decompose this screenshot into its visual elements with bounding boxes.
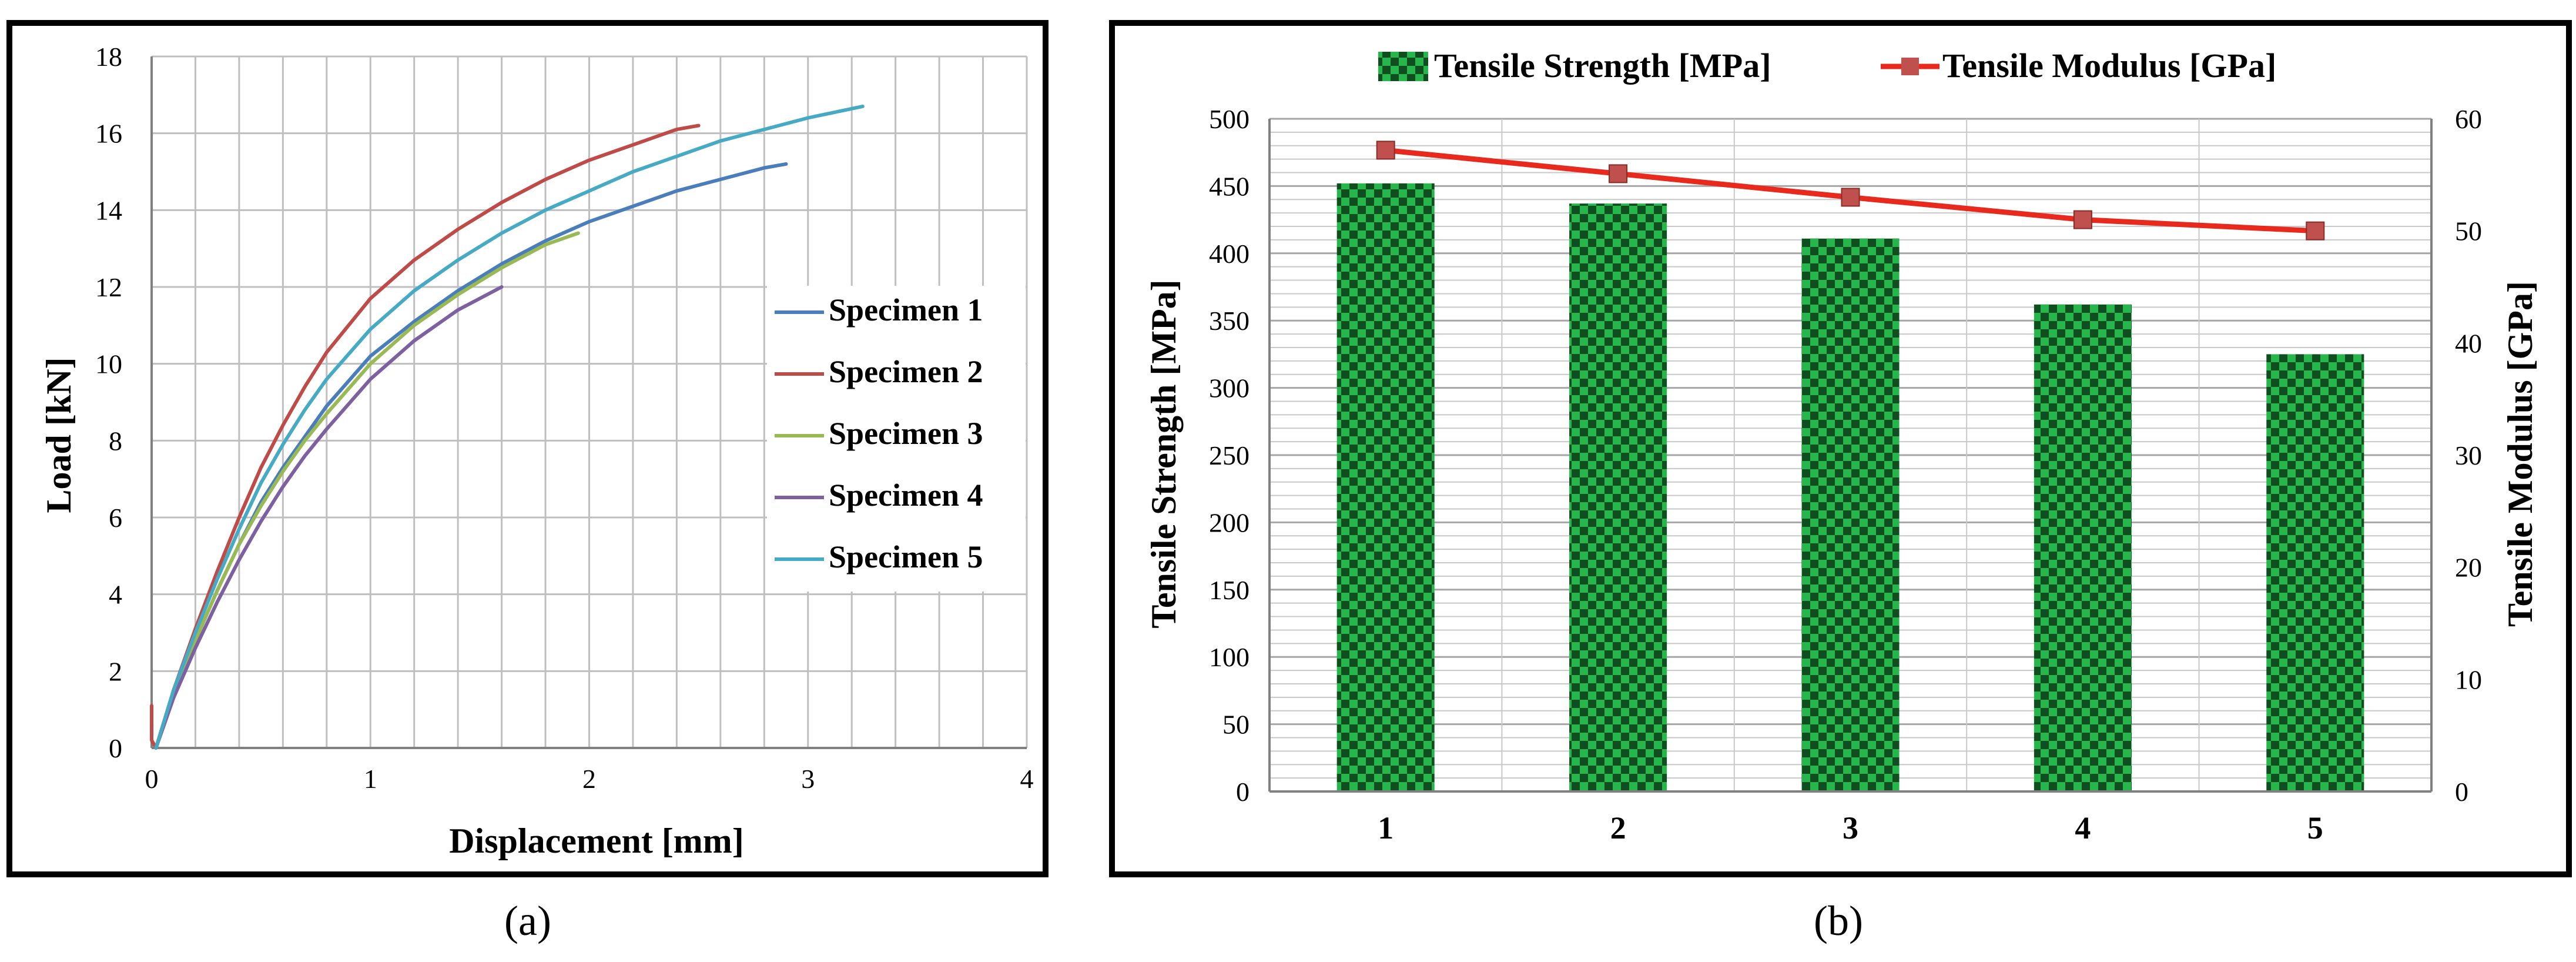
specimen-3-line (154, 231, 580, 750)
modulus-marker-4 (2073, 210, 2092, 229)
y-tick-label: 400 (1209, 239, 1250, 269)
y-tick-label: 0 (109, 733, 122, 763)
y-tick-label: 18 (95, 42, 122, 72)
y-tick-label: 150 (1209, 575, 1250, 605)
legend-label: Tensile Strength [MPa] (1434, 46, 1771, 85)
y-tick-label: 0 (1236, 777, 1250, 807)
y-tick-label: 50 (1222, 710, 1250, 740)
x-tick-label: 4 (2075, 810, 2091, 846)
panel-b: 0501001502002503003504004505000102030405… (1109, 20, 2572, 877)
y-tick-label: 16 (95, 119, 122, 149)
x-tick-label: 5 (2307, 810, 2323, 846)
x-tick-label: 2 (582, 764, 596, 794)
y2-tick-label: 20 (2455, 553, 2482, 583)
x-tick-label: 3 (801, 764, 815, 794)
y-tick-label: 14 (95, 195, 122, 225)
panel-a-legend: Specimen 1 Specimen 2 Specimen 3 Specimen 4… (767, 286, 1026, 592)
legend-label: Specimen 3 (829, 416, 983, 451)
y-tick-label: 350 (1209, 306, 1250, 336)
y-tick-label: 6 (109, 503, 122, 533)
y-tick-label: 8 (109, 426, 122, 456)
y-tick-label: 250 (1209, 440, 1250, 470)
modulus-marker-2 (1609, 164, 1628, 183)
legend-label: Specimen 4 (829, 477, 983, 513)
modulus-marker-5 (2306, 221, 2325, 240)
x-tick-label: 1 (1378, 810, 1393, 846)
strength-bar-3 (1801, 238, 1900, 792)
specimen-4-line (154, 285, 504, 750)
modulus-marker-3 (1841, 188, 1860, 207)
x-tick-label: 3 (1843, 810, 1858, 846)
y-tick-label: 450 (1209, 171, 1250, 201)
y-tick-label: 2 (109, 656, 122, 686)
y2-tick-label: 10 (2455, 664, 2482, 694)
x-tick-label: 1 (364, 764, 377, 794)
panel-b-caption: (b) (1814, 897, 1863, 944)
strength-bar-2 (1569, 203, 1667, 791)
y2-tick-label: 50 (2455, 216, 2482, 246)
specimen-5-line (154, 104, 865, 750)
legend-label: Specimen 5 (829, 539, 983, 574)
panel-b-axes (1268, 119, 2433, 793)
strength-bar-4 (2034, 304, 2132, 791)
y2-tick-label: 60 (2455, 104, 2482, 134)
legend-label: Specimen 1 (829, 292, 983, 328)
x-tick-label: 0 (145, 764, 159, 794)
modulus-marker-1 (1376, 141, 1395, 160)
panel-b-y-axis-label: Tensile Strength [MPa] (1144, 279, 1183, 628)
y-tick-label: 10 (95, 349, 122, 379)
panel-b-modulus-series (1376, 141, 2325, 240)
legend-label: Specimen 2 (829, 354, 983, 389)
panel-b-tick-labels: 0501001502002503003504004505000102030405… (1209, 104, 2482, 846)
panel-b-bars (1336, 183, 2364, 792)
legend-marker-swatch (1901, 58, 1919, 75)
y-tick-label: 12 (95, 272, 122, 302)
y2-tick-label: 30 (2455, 440, 2482, 470)
x-tick-label: 2 (1610, 810, 1626, 846)
y-tick-label: 4 (109, 580, 122, 610)
strength-bar-5 (2266, 354, 2364, 791)
y-tick-label: 100 (1209, 642, 1250, 672)
legend-background (767, 286, 1026, 592)
y-tick-label: 500 (1209, 104, 1250, 134)
panel-a-caption: (a) (504, 897, 551, 944)
y-tick-label: 200 (1209, 507, 1250, 537)
y2-tick-label: 40 (2455, 328, 2482, 358)
legend-label: Tensile Modulus [GPa] (1942, 46, 2276, 85)
y2-tick-label: 0 (2455, 777, 2468, 807)
panel-a-series (150, 104, 865, 750)
panel-b-legend: Tensile Strength [MPa] Tensile Modulus [G… (1378, 46, 2276, 85)
panel-a-x-axis-label: Displacement [mm] (449, 821, 744, 860)
y-tick-label: 300 (1209, 373, 1250, 403)
panel-a-axes (150, 56, 1027, 749)
panel-b-y2-axis-label: Tensile Modulus [GPa] (2501, 281, 2540, 627)
x-tick-label: 4 (1020, 764, 1034, 794)
strength-bar-1 (1336, 183, 1435, 792)
panel-a-y-axis-label: Load [kN] (39, 357, 78, 513)
legend-bar-swatch (1378, 52, 1428, 81)
